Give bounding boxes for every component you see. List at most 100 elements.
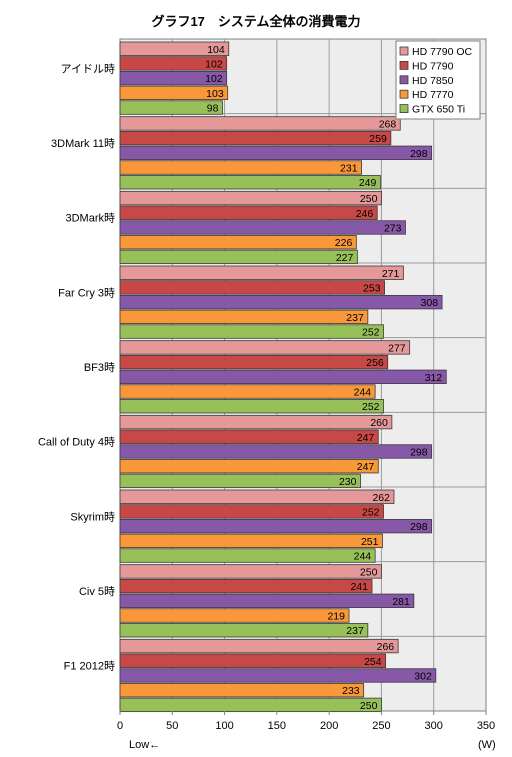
bar-value-label: 312 xyxy=(425,372,443,384)
bar-value-label: 298 xyxy=(410,148,428,160)
bar xyxy=(119,41,230,56)
legend: HD 7790 OC HD 7790 HD 7850 HD 7770 GTX 650 T… xyxy=(395,40,481,120)
bar-value-label: 253 xyxy=(363,282,381,294)
x-tick-label: 250 xyxy=(372,720,390,732)
bar xyxy=(119,548,376,563)
bar-value-label: 103 xyxy=(206,88,224,100)
bar xyxy=(119,235,357,250)
x-tick-label: 50 xyxy=(166,720,178,732)
bar xyxy=(119,190,382,206)
bar-value-label: 260 xyxy=(370,417,388,429)
bar xyxy=(119,309,369,325)
bar xyxy=(119,504,384,519)
bar xyxy=(119,145,433,160)
legend-label: HD 7790 xyxy=(412,60,454,72)
bar-value-label: 281 xyxy=(392,596,410,608)
bar xyxy=(119,71,228,86)
bar-value-label: 250 xyxy=(360,700,378,712)
bar-value-label: 247 xyxy=(357,432,375,444)
legend-label: HD 7850 xyxy=(412,75,454,87)
category-label: Far Cry 3時 xyxy=(58,286,115,299)
bar xyxy=(119,459,379,474)
bar-value-label: 251 xyxy=(361,536,379,548)
bar-value-label: 237 xyxy=(346,312,364,324)
unit-label: (W) xyxy=(478,739,496,751)
bar xyxy=(119,384,376,399)
bar-value-label: 226 xyxy=(335,237,353,249)
legend-label: HD 7770 xyxy=(412,89,454,101)
bar xyxy=(119,473,361,489)
bar-value-label: 233 xyxy=(342,685,360,697)
legend-swatch xyxy=(399,75,409,85)
legend-box xyxy=(395,40,481,120)
category-label: アイドル時 xyxy=(61,62,115,75)
bar xyxy=(119,205,378,220)
category-labels: アイドル時 3DMark 11時 3DMark時 Far Cry 3時 BF3時 Call… xyxy=(38,62,115,672)
bar xyxy=(119,280,385,295)
x-axis-ticks: 0 50 100 150 200 250 300 350 xyxy=(117,711,495,732)
x-tick-label: 300 xyxy=(425,720,443,732)
bar-value-label: 254 xyxy=(364,656,382,668)
bar xyxy=(119,533,383,548)
x-tick-label: 350 xyxy=(477,720,495,732)
bar xyxy=(119,578,373,594)
bar-value-label: 98 xyxy=(207,103,219,115)
bar-value-label: 247 xyxy=(357,461,375,473)
bar-value-label: 262 xyxy=(372,492,390,504)
bar xyxy=(119,369,447,384)
bar-value-label: 241 xyxy=(350,581,368,593)
bar xyxy=(119,220,406,235)
x-tick-label: 100 xyxy=(215,720,233,732)
bar-value-label: 252 xyxy=(362,327,380,339)
x-tick-label: 0 xyxy=(117,720,123,732)
bar xyxy=(119,354,389,370)
bar-value-label: 273 xyxy=(384,222,402,234)
bar xyxy=(119,130,392,146)
bar xyxy=(119,697,382,713)
bar-value-label: 249 xyxy=(359,177,377,189)
bar xyxy=(119,85,229,100)
bar-value-label: 259 xyxy=(369,133,387,145)
bar xyxy=(119,399,384,414)
bar xyxy=(119,608,350,623)
bar xyxy=(119,429,379,444)
category-label: Civ 5時 xyxy=(79,585,115,598)
bar xyxy=(119,294,443,310)
bar-value-label: 298 xyxy=(410,521,428,533)
chart-title: グラフ17 システム全体の消費電力 xyxy=(151,14,360,29)
bar-value-label: 237 xyxy=(346,625,364,637)
bar-value-label: 250 xyxy=(360,566,378,578)
x-tick-label: 200 xyxy=(320,720,338,732)
bar xyxy=(119,593,415,608)
bar-value-label: 252 xyxy=(362,506,380,518)
x-tick-label: 150 xyxy=(268,720,286,732)
direction-note: Low← xyxy=(129,739,160,751)
bar xyxy=(119,56,228,71)
bar xyxy=(119,653,387,668)
bar-value-label: 102 xyxy=(205,73,223,85)
bar-value-label: 227 xyxy=(336,252,354,264)
bar xyxy=(119,519,433,534)
legend-swatch xyxy=(399,104,409,113)
bar xyxy=(119,414,393,430)
category-label: Call of Duty 4時 xyxy=(38,436,115,449)
legend-label: HD 7790 OC xyxy=(412,46,473,58)
bar-value-label: 244 xyxy=(354,551,372,563)
legend-swatch xyxy=(399,61,409,70)
legend-swatch xyxy=(399,89,409,99)
bar xyxy=(119,116,401,131)
category-label: F1 2012時 xyxy=(64,660,115,673)
bar xyxy=(119,265,404,280)
bar-value-label: 230 xyxy=(339,476,357,488)
bar xyxy=(119,489,395,504)
bar-value-label: 231 xyxy=(340,163,358,175)
bar-value-label: 246 xyxy=(356,208,374,220)
bar xyxy=(119,340,411,355)
bar xyxy=(119,444,433,459)
bar-value-label: 271 xyxy=(382,268,400,280)
category-label: 3DMark時 xyxy=(65,212,115,225)
bar xyxy=(119,160,362,175)
bar-value-label: 302 xyxy=(414,670,432,682)
